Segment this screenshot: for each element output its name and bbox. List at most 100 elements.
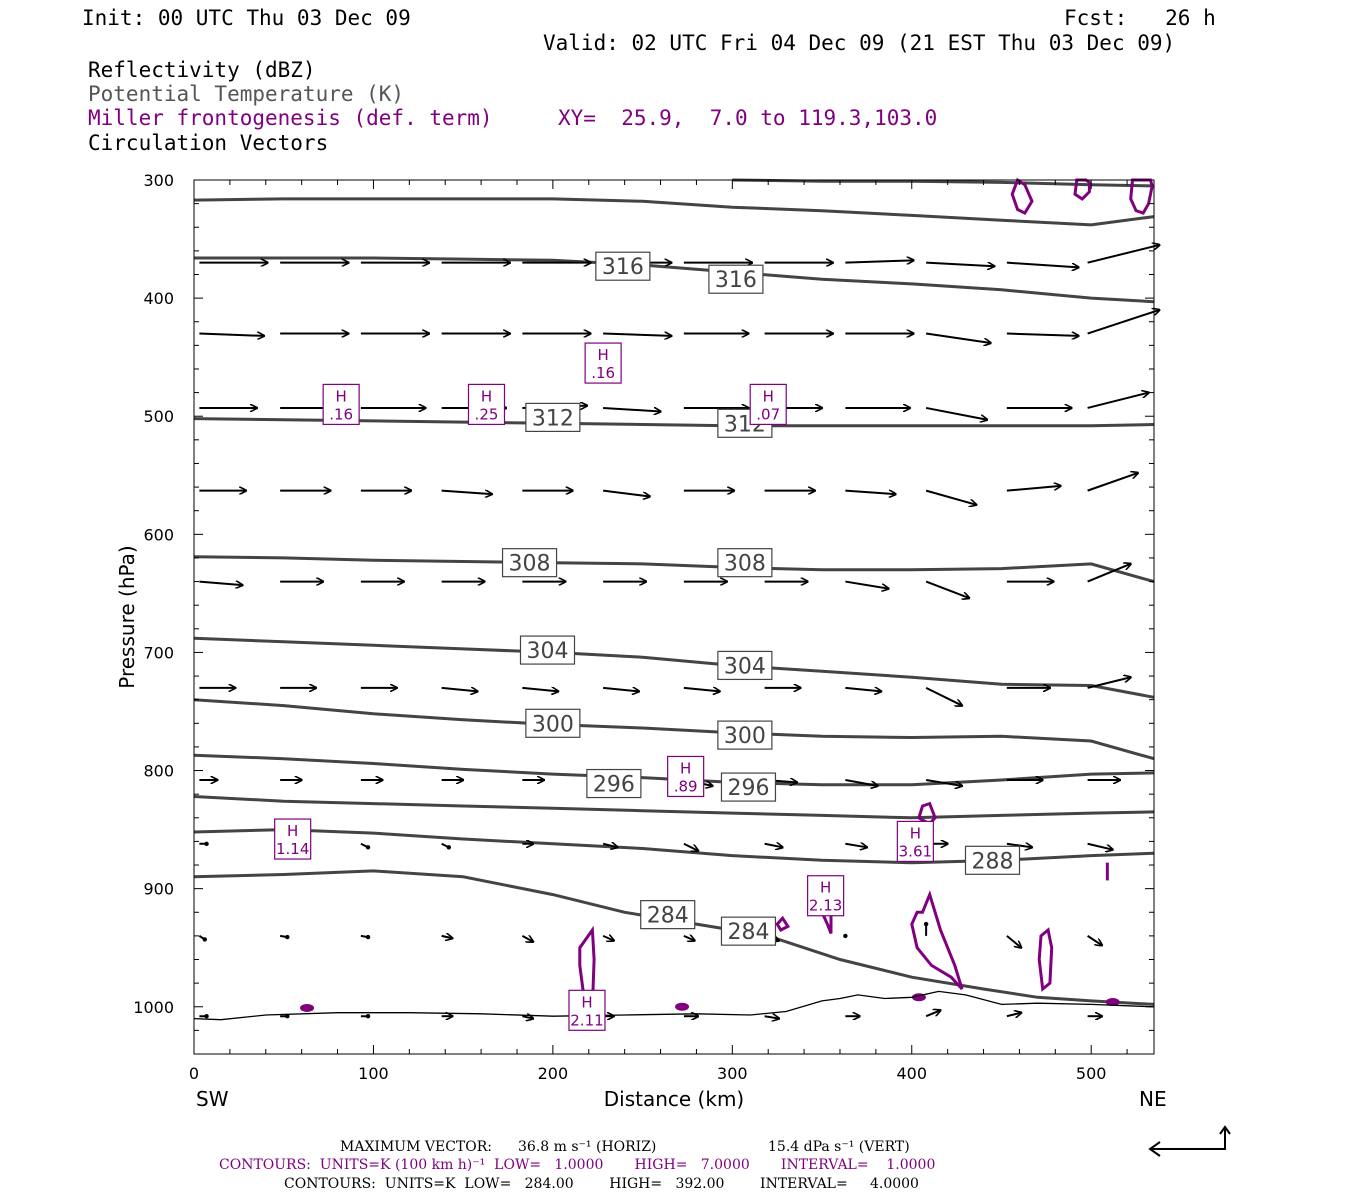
circulation-vector	[199, 582, 242, 586]
circulation-vector	[845, 260, 913, 262]
plot-frame	[193, 179, 1155, 1055]
frontogenesis-blob	[675, 1002, 690, 1011]
circulation-vector	[1006, 1013, 1021, 1017]
circulation-vector-head	[923, 921, 929, 927]
circulation-vector	[925, 406, 987, 420]
theta-label: 308	[509, 552, 551, 577]
theta-label: 316	[602, 255, 644, 280]
circulation-vector	[845, 688, 881, 692]
frontogenesis-max-box	[274, 818, 312, 860]
circulation-vector	[602, 489, 650, 497]
circulation-vector	[1087, 842, 1113, 850]
y-tick-label: 800	[143, 762, 174, 781]
theta-contour-316	[194, 256, 1155, 304]
frontogenesis-max-box	[749, 383, 787, 426]
frontogenesis-max-value: 2.13	[809, 897, 842, 915]
frontogenesis-max-box	[896, 820, 934, 863]
circulation-vector	[1087, 677, 1131, 689]
frontogenesis-contour	[775, 915, 791, 932]
theta-label-box	[708, 264, 764, 294]
field-label-frontogenesis: Miller frontogenesis (def. term)	[88, 106, 493, 130]
circulation-vector	[1006, 486, 1061, 492]
circulation-vector	[1087, 935, 1102, 945]
circulation-vector	[441, 936, 453, 938]
frontogenesis-max-letter: H	[763, 387, 774, 405]
circulation-vector	[522, 688, 558, 692]
forecast-hour: Fcst: 26 h	[1064, 6, 1216, 30]
frontogenesis-max-value: .07	[756, 405, 780, 423]
frontogenesis-max-value: 2.11	[570, 1011, 603, 1029]
circulation-vector	[925, 686, 962, 706]
frontogenesis-max-box	[667, 755, 705, 798]
theta-label: 308	[724, 552, 766, 577]
frontogenesis-max-letter: H	[820, 879, 831, 897]
circulation-vector	[845, 489, 895, 495]
circulation-vector	[441, 489, 492, 495]
theta-label-box	[525, 402, 581, 432]
theta-label-box	[519, 635, 576, 665]
frontogenesis-max-value: 3.61	[899, 842, 932, 860]
frontogenesis-contour	[1073, 178, 1091, 201]
theta-label: 300	[532, 712, 574, 737]
frontogenesis-max-letter: H	[680, 759, 691, 777]
footer-contours-frontogenesis: CONTOURS: UNITS=K (100 km h)⁻¹ LOW= 1.00…	[219, 1157, 936, 1173]
circulation-vector	[1006, 261, 1079, 268]
x-end-label-right: NE	[1139, 1087, 1167, 1111]
frontogenesis-blob	[300, 1003, 315, 1012]
theta-label-box	[720, 916, 777, 946]
frontogenesis-max-box	[584, 342, 622, 384]
circulation-vector-head	[202, 937, 207, 942]
circulation-vector	[926, 261, 994, 267]
circulation-vector-head	[843, 933, 848, 939]
circulation-vector	[1006, 935, 1021, 948]
circulation-vector	[521, 936, 533, 942]
frontogenesis-contour	[1037, 927, 1054, 992]
reference-vector-icon	[1148, 1125, 1231, 1157]
x-end-label-left: SW	[196, 1087, 229, 1111]
circulation-vector	[603, 688, 639, 692]
y-tick-label: 300	[143, 171, 174, 190]
field-label-reflectivity: Reflectivity (dBZ)	[88, 58, 316, 82]
circulation-vector	[764, 844, 783, 848]
frontogenesis-max-letter: H	[481, 387, 492, 405]
circulation-vector	[1087, 245, 1160, 264]
frontogenesis-max-letter: H	[287, 822, 298, 840]
frontogenesis-max-letter: H	[335, 387, 346, 405]
circulation-vector-head	[365, 934, 371, 940]
frontogenesis-max-value: .16	[329, 405, 353, 423]
y-tick-label: 1000	[133, 998, 174, 1017]
x-tick-label: 0	[189, 1064, 199, 1083]
terrain-line	[193, 990, 1155, 1021]
theta-contour-320	[193, 197, 1155, 227]
frontogenesis-max-box	[568, 989, 606, 1031]
theta-contour-304	[193, 636, 1155, 699]
theta-contour-292	[193, 795, 1155, 820]
circulation-vector	[522, 1016, 533, 1018]
theta-label-box	[717, 650, 773, 681]
field-label-theta: Potential Temperature (K)	[88, 82, 405, 106]
frontogenesis-max-box	[467, 383, 506, 426]
x-tick-label: 100	[358, 1064, 389, 1083]
footer-max-vector-vert: 15.4 dPa s⁻¹ (VERT)	[768, 1139, 910, 1155]
y-tick-label: 900	[143, 880, 174, 899]
frontogenesis-max-box	[807, 875, 845, 917]
theta-label: 284	[647, 904, 689, 929]
circulation-vector	[602, 844, 617, 848]
theta-label-box	[640, 900, 696, 930]
circulation-vector-head	[204, 841, 209, 846]
circulation-vector	[925, 1010, 940, 1018]
circulation-vector	[925, 489, 976, 505]
cross-section-endpoints: XY= 25.9, 7.0 to 119.3,103.0	[558, 106, 938, 130]
circulation-vector-head	[285, 934, 290, 940]
circulation-vector	[845, 580, 888, 589]
circulation-vector-head	[365, 845, 371, 850]
theta-label: 284	[727, 920, 769, 945]
footer-max-vector-horiz: 36.8 m s⁻¹ (HORIZ)	[518, 1139, 657, 1155]
frontogenesis-max-value: .89	[674, 777, 698, 795]
frontogenesis-contour	[910, 890, 964, 991]
frontogenesis-blob	[1105, 998, 1120, 1007]
y-tick-label: 700	[143, 643, 174, 662]
circulation-vector	[1006, 844, 1032, 848]
frontogenesis-max-value: .25	[475, 405, 499, 423]
frontogenesis-max-letter: H	[581, 993, 592, 1011]
